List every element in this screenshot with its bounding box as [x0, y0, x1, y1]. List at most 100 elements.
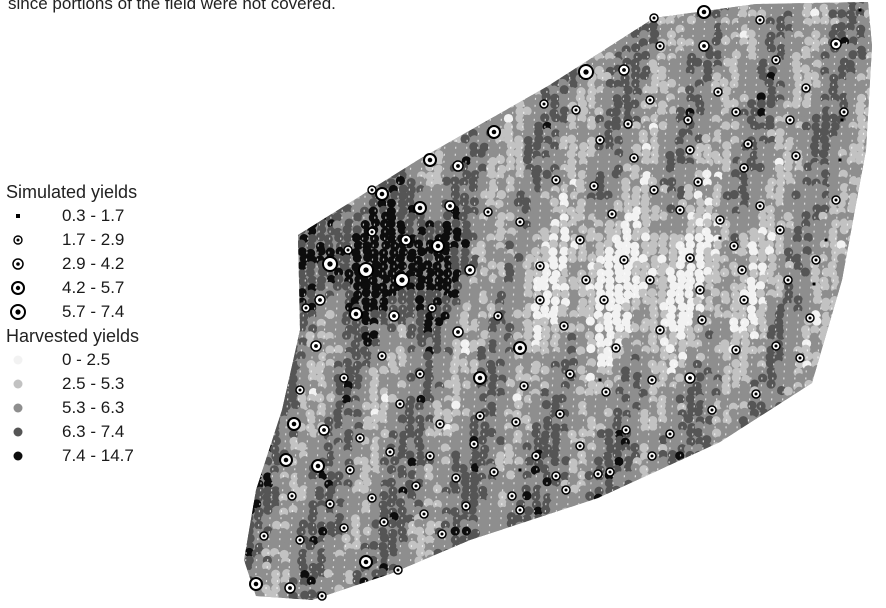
yield-cell [460, 491, 471, 501]
yield-cell [542, 596, 552, 600]
yield-cell [658, 281, 668, 291]
yield-cell [270, 213, 280, 223]
yield-cell [405, 36, 415, 46]
yield-cell [676, 155, 686, 165]
yield-cell [648, 597, 658, 600]
yield-cell [369, 31, 379, 42]
yield-cell [513, 29, 523, 40]
yield-cell [711, 36, 721, 46]
yield-cell [559, 24, 569, 34]
yield-cell [514, 87, 525, 97]
yield-cell [612, 500, 623, 511]
yield-cell [523, 43, 533, 53]
yield-cell [468, 183, 479, 193]
yield-cell [261, 338, 271, 348]
yield-cell [460, 37, 470, 47]
yield-cell [667, 493, 678, 503]
yield-cell [425, 435, 435, 445]
yield-cell [569, 526, 579, 536]
yield-cell [631, 43, 641, 53]
yield-cell [461, 526, 472, 536]
yield-cell [299, 197, 310, 208]
yield-cell [244, 547, 254, 558]
yield-cell [297, 269, 307, 279]
yield-cell [441, 85, 452, 96]
yield-cell [324, 178, 334, 188]
yield-cell [461, 568, 471, 578]
yield-cell [271, 85, 281, 95]
yield-cell [244, 135, 245, 145]
yield-cell [487, 365, 497, 375]
yield-cell [323, 9, 333, 19]
yield-cell [487, 427, 497, 438]
yield-cell [334, 274, 344, 284]
yield-cell [317, 211, 327, 222]
yield-cell [233, 270, 242, 279]
yield-cell [288, 66, 298, 76]
yield-cell [505, 92, 515, 102]
yield-cell [343, 114, 353, 125]
yield-cell [713, 540, 723, 550]
yield-cell [442, 148, 453, 158]
yield-cell [299, 73, 309, 83]
yield-cell [370, 79, 380, 90]
yield-cell [566, 149, 576, 159]
yield-cell [332, 169, 342, 179]
yield-cell [306, 119, 316, 130]
yield-cell [713, 471, 723, 481]
yield-cell [461, 29, 471, 39]
yield-cell [388, 430, 398, 440]
yield-cell [514, 577, 524, 588]
yield-cell [317, 330, 327, 341]
yield-cell [479, 554, 490, 564]
yield-cell [489, 373, 499, 383]
yield-cell [631, 2, 641, 12]
yield-cell [650, 568, 660, 578]
yield-cell [525, 211, 535, 222]
yield-cell [245, 178, 255, 188]
yield-cell [558, 9, 569, 19]
yield-cell [381, 58, 391, 69]
yield-cell [702, 486, 712, 496]
yield-cell [566, 15, 576, 25]
yield-cell [244, 388, 247, 398]
yield-cell [441, 35, 451, 46]
yield-cell [703, 555, 714, 565]
yield-cell [252, 176, 262, 186]
yield-cell [677, 520, 687, 530]
yield-cell [335, 577, 345, 587]
yield-cell [317, 65, 327, 75]
yield-cell [272, 513, 282, 523]
yield-cell [596, 596, 606, 600]
yield-cell [659, 540, 669, 550]
yield-cell [549, 371, 559, 382]
yield-cell [388, 344, 398, 354]
yield-cell [485, 2, 496, 12]
yield-cell [541, 505, 551, 515]
yield-cell [262, 351, 273, 362]
yield-cell [658, 562, 669, 572]
yield-cell [567, 521, 577, 531]
yield-cell [306, 241, 316, 251]
yield-cell [422, 100, 432, 111]
yield-cell [639, 569, 649, 580]
yield-cell [263, 472, 273, 482]
yield-cell [407, 2, 417, 5]
yield-cell [244, 358, 252, 368]
yield-cell [307, 206, 317, 216]
yield-cell [650, 212, 660, 222]
yield-cell [468, 555, 478, 565]
yield-cell [335, 86, 345, 96]
yield-cell [318, 526, 328, 537]
yield-cell [668, 569, 678, 579]
yield-cell [261, 269, 271, 279]
yield-cell [254, 59, 265, 69]
yield-cell [443, 379, 454, 389]
yield-cell [332, 16, 342, 27]
yield-cell [234, 583, 243, 592]
yield-cell [594, 575, 604, 585]
yield-cell [325, 29, 335, 39]
yield-cell [244, 450, 246, 460]
yield-cell [271, 206, 281, 216]
yield-cell [738, 568, 748, 579]
